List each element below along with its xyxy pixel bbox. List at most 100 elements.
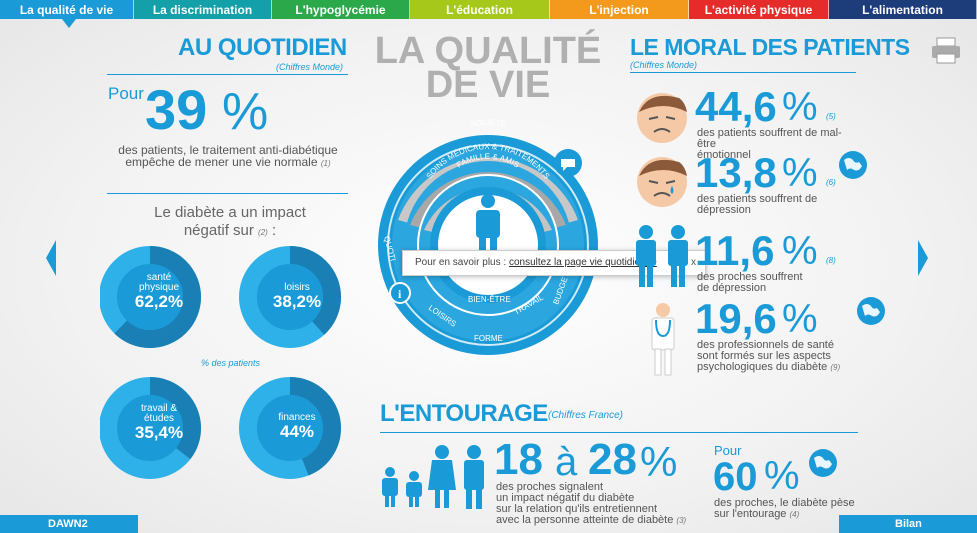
- stat-39-unit: %: [222, 83, 269, 141]
- center-title-line2: DE VIE: [425, 64, 551, 106]
- pour-label: Pour: [108, 84, 144, 103]
- tab-6[interactable]: L'alimentation: [829, 0, 977, 19]
- impact-line1: Le diabète a un impact: [154, 204, 306, 221]
- stat-39-line1: des patients, le traitement anti-diabéti…: [118, 143, 338, 157]
- footer: DAWN2 Bilan: [0, 515, 977, 533]
- donut-label-sante: santé physique 62,2%: [128, 273, 190, 311]
- moral-stat-text-0: des patients souffrent de mal-être émotio…: [697, 128, 857, 161]
- moral-stat-3-line2: sont formés sur les aspects: [697, 350, 831, 362]
- donut-arc-3: [239, 377, 341, 479]
- donut-arc-0: [100, 246, 201, 348]
- donut-finances-value: 44%: [279, 422, 315, 441]
- stat-39-ref: (1): [320, 159, 331, 168]
- right-top-divider: [630, 72, 856, 73]
- footer-dawn2-button[interactable]: DAWN2: [0, 515, 138, 533]
- pour-60-label: Pour: [714, 443, 742, 458]
- moral-stat-text-3: des professionnels de santé sont formés s…: [697, 340, 857, 373]
- stat-39-text: des patients, le traitement anti-diabéti…: [108, 144, 348, 170]
- moral-stat-1-line1: des patients souffrent de: [697, 193, 818, 205]
- donut-arc-1: [239, 246, 341, 348]
- left-mid-divider: [107, 193, 348, 194]
- donut-loisirs-label: loisirs: [284, 282, 310, 293]
- donut-label-loisirs: loisirs 38,2%: [266, 283, 328, 311]
- right-section-subtitle: (Chiffres Monde): [630, 60, 698, 70]
- footer-bilan-button[interactable]: Bilan: [839, 515, 977, 533]
- moral-stat-0-line2: émotionnel: [697, 149, 751, 161]
- entourage-text3: sur la relation qu'ils entretiennent: [496, 503, 658, 515]
- range-to: 28: [588, 435, 637, 484]
- entourage-text1: des proches signalent: [496, 481, 604, 493]
- moral-stat-text-2: des proches souffrent de dépression: [697, 272, 857, 294]
- moral-stat-2-line1: des proches souffrent: [697, 271, 803, 283]
- stat-60-unit: %: [764, 454, 800, 498]
- donut-loisirs-value: 38,2%: [272, 292, 322, 311]
- stat-60-value: 60: [713, 455, 758, 499]
- entourage-text: des proches signalent un impact négatif …: [496, 482, 706, 526]
- tab-0[interactable]: La qualité de vie: [0, 0, 134, 19]
- right-section-title: LE MORAL DES PATIENTS: [630, 34, 910, 60]
- moral-stat-3-line1: des professionnels de santé: [697, 339, 834, 351]
- donut-sante-label: santé physique: [138, 272, 180, 293]
- printer-icon[interactable]: [930, 36, 962, 64]
- stat-39-value: 39: [145, 78, 208, 141]
- tab-2[interactable]: L'hypoglycémie: [272, 0, 410, 19]
- impact-ref: (2): [258, 228, 268, 237]
- impact-colon: :: [272, 222, 277, 239]
- donut-label-finances: finances 44%: [266, 413, 328, 441]
- donut-center-2: [118, 396, 182, 460]
- left-section-title: AU QUOTIDIEN: [178, 34, 347, 61]
- moral-stat-unit-3: %: [782, 297, 818, 341]
- donut-travail-value: 35,4%: [134, 423, 184, 442]
- center-title-line1: LA QUALITÉ: [374, 30, 602, 72]
- moral-stat-ref-3: (9): [830, 363, 841, 372]
- moral-stat-ref-2: (8): [826, 256, 836, 265]
- tooltip-link[interactable]: consultez la page vie quotidienne: [508, 257, 657, 268]
- entourage-text4: avec la personne atteinte de diabète: [496, 514, 674, 526]
- ring-blue-label-5: FORME: [474, 334, 503, 343]
- donut-center-3: [258, 396, 322, 460]
- globe-icon: [839, 151, 867, 179]
- sad-face-icon: [637, 93, 687, 143]
- previous-arrow-icon[interactable]: [46, 240, 56, 276]
- tab-1[interactable]: La discrimination: [134, 0, 272, 19]
- active-tab-marker: [62, 19, 76, 28]
- info-icon[interactable]: i: [389, 282, 411, 304]
- tab-4[interactable]: L'injection: [550, 0, 689, 19]
- moral-stat-3-line3: psychologiques du diabète: [697, 361, 828, 373]
- ring-blue-label-2: BIEN-ÊTRE: [468, 295, 511, 304]
- donut-chart-group: [100, 246, 341, 479]
- entourage-ref: (3): [676, 516, 687, 525]
- moral-stat-unit-2: %: [782, 229, 818, 273]
- next-arrow-icon[interactable]: [918, 240, 928, 276]
- speech-bubble-icon[interactable]: [554, 149, 582, 177]
- stat-60-text2: sur l'entourage: [714, 508, 787, 520]
- moral-stat-value-2: 11,6: [695, 227, 775, 274]
- range-from: 18: [494, 435, 543, 484]
- stat-60-ref: (4): [789, 510, 800, 519]
- moral-stat-ref-0: (5): [826, 112, 836, 121]
- donut-arc-2: [100, 377, 201, 479]
- moral-stat-unit-0: %: [782, 85, 818, 129]
- range-separator: à: [555, 440, 578, 484]
- moral-stat-text-1: des patients souffrent de dépression: [697, 194, 857, 216]
- top-nav: La qualité de vie La discrimination L'hypo…: [0, 0, 977, 19]
- range-unit: %: [640, 438, 678, 485]
- moral-stat-2-line2: de dépression: [697, 282, 767, 294]
- tooltip-prefix: Pour en savoir plus :: [415, 257, 507, 268]
- donut-label-travail: travail & études 35,4%: [128, 404, 190, 442]
- donut-center-1: [258, 265, 322, 329]
- tab-5[interactable]: L'activité physique: [689, 0, 829, 19]
- donut-finances-label: finances: [278, 412, 316, 423]
- tab-3[interactable]: L'éducation: [410, 0, 550, 19]
- tooltip-close-button[interactable]: x: [691, 257, 696, 268]
- moral-stat-value-3: 19,6: [695, 295, 777, 342]
- pct-patients-note: % des patients: [201, 358, 261, 368]
- globe-icon: [809, 449, 837, 477]
- impact-line2: négatif sur: [183, 222, 254, 239]
- entourage-subtitle: (Chiffres France): [548, 410, 624, 421]
- person-icon: [476, 194, 500, 257]
- stat-39-line2: empêche de mener une vie normale: [125, 155, 318, 169]
- left-top-divider: [107, 74, 348, 75]
- moral-stat-unit-1: %: [782, 151, 818, 195]
- moral-stat-value-0: 44,6: [695, 83, 777, 130]
